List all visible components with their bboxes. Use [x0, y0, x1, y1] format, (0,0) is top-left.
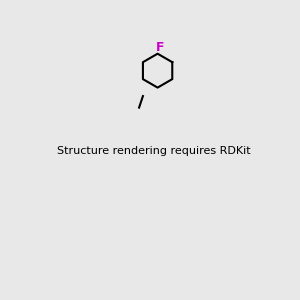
Text: Structure rendering requires RDKit: Structure rendering requires RDKit	[57, 146, 250, 157]
Text: F: F	[156, 41, 164, 54]
